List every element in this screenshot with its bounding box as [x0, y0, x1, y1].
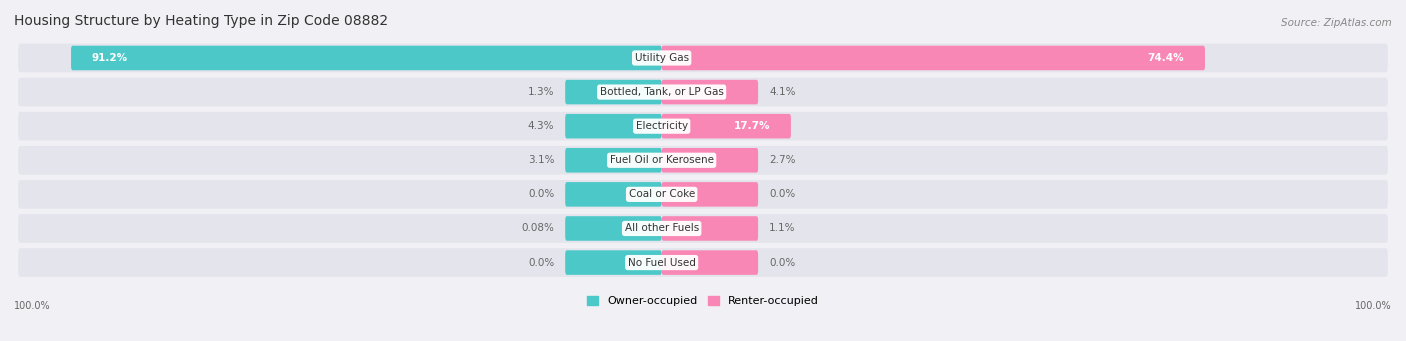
Text: 1.1%: 1.1%: [769, 223, 796, 234]
FancyBboxPatch shape: [565, 216, 662, 241]
Text: 0.0%: 0.0%: [527, 257, 554, 268]
FancyBboxPatch shape: [18, 180, 1388, 209]
FancyBboxPatch shape: [565, 250, 662, 275]
FancyBboxPatch shape: [565, 114, 662, 138]
FancyBboxPatch shape: [72, 46, 662, 70]
Text: Bottled, Tank, or LP Gas: Bottled, Tank, or LP Gas: [600, 87, 724, 97]
Text: Source: ZipAtlas.com: Source: ZipAtlas.com: [1281, 18, 1392, 28]
FancyBboxPatch shape: [565, 182, 662, 207]
Text: Electricity: Electricity: [636, 121, 688, 131]
Text: Housing Structure by Heating Type in Zip Code 08882: Housing Structure by Heating Type in Zip…: [14, 14, 388, 28]
Text: 0.08%: 0.08%: [522, 223, 554, 234]
Text: 3.1%: 3.1%: [527, 155, 554, 165]
FancyBboxPatch shape: [662, 80, 758, 104]
FancyBboxPatch shape: [662, 182, 758, 207]
FancyBboxPatch shape: [565, 148, 662, 173]
Text: 17.7%: 17.7%: [734, 121, 770, 131]
Text: 0.0%: 0.0%: [769, 189, 796, 199]
FancyBboxPatch shape: [18, 146, 1388, 175]
FancyBboxPatch shape: [662, 114, 792, 138]
Text: Fuel Oil or Kerosene: Fuel Oil or Kerosene: [610, 155, 714, 165]
FancyBboxPatch shape: [662, 148, 758, 173]
Legend: Owner-occupied, Renter-occupied: Owner-occupied, Renter-occupied: [582, 292, 824, 311]
Text: 4.1%: 4.1%: [769, 87, 796, 97]
Text: 100.0%: 100.0%: [14, 301, 51, 311]
FancyBboxPatch shape: [18, 248, 1388, 277]
Text: 4.3%: 4.3%: [527, 121, 554, 131]
FancyBboxPatch shape: [18, 112, 1388, 140]
Text: 100.0%: 100.0%: [1355, 301, 1392, 311]
FancyBboxPatch shape: [18, 214, 1388, 243]
FancyBboxPatch shape: [662, 46, 1205, 70]
Text: 0.0%: 0.0%: [769, 257, 796, 268]
Text: 1.3%: 1.3%: [527, 87, 554, 97]
FancyBboxPatch shape: [18, 44, 1388, 72]
Text: Utility Gas: Utility Gas: [634, 53, 689, 63]
FancyBboxPatch shape: [662, 216, 758, 241]
Text: No Fuel Used: No Fuel Used: [627, 257, 696, 268]
FancyBboxPatch shape: [18, 78, 1388, 106]
FancyBboxPatch shape: [565, 80, 662, 104]
Text: 0.0%: 0.0%: [527, 189, 554, 199]
Text: Coal or Coke: Coal or Coke: [628, 189, 695, 199]
Text: 91.2%: 91.2%: [91, 53, 128, 63]
Text: All other Fuels: All other Fuels: [624, 223, 699, 234]
Text: 2.7%: 2.7%: [769, 155, 796, 165]
Text: 74.4%: 74.4%: [1147, 53, 1184, 63]
FancyBboxPatch shape: [662, 250, 758, 275]
